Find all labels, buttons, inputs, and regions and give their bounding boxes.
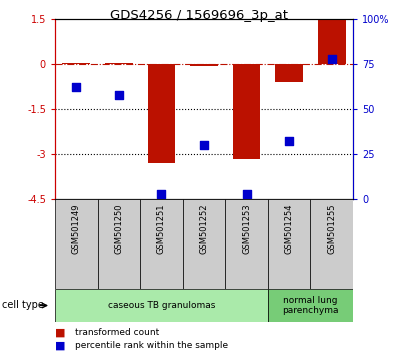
Bar bbox=[268, 199, 310, 289]
Text: GSM501252: GSM501252 bbox=[199, 204, 209, 254]
Text: GSM501255: GSM501255 bbox=[327, 204, 336, 254]
Point bbox=[244, 191, 250, 196]
Text: GSM501253: GSM501253 bbox=[242, 204, 251, 254]
Text: GSM501249: GSM501249 bbox=[72, 204, 81, 254]
Text: normal lung
parenchyma: normal lung parenchyma bbox=[282, 296, 339, 315]
Point bbox=[201, 142, 207, 148]
Bar bbox=[148, 64, 175, 163]
Text: GSM501254: GSM501254 bbox=[285, 204, 294, 254]
Bar bbox=[55, 199, 98, 289]
Text: GDS4256 / 1569696_3p_at: GDS4256 / 1569696_3p_at bbox=[110, 9, 288, 22]
Bar bbox=[233, 64, 260, 159]
Bar bbox=[190, 64, 218, 65]
Point bbox=[116, 92, 122, 97]
Text: GSM501250: GSM501250 bbox=[114, 204, 123, 254]
Point bbox=[328, 56, 335, 62]
Text: transformed count: transformed count bbox=[75, 328, 159, 337]
Text: percentile rank within the sample: percentile rank within the sample bbox=[75, 341, 228, 350]
Bar bbox=[62, 63, 90, 64]
Text: cell type: cell type bbox=[2, 301, 44, 310]
Text: GSM501251: GSM501251 bbox=[157, 204, 166, 254]
Bar bbox=[105, 63, 133, 64]
Point bbox=[286, 138, 292, 144]
Bar bbox=[98, 199, 140, 289]
Point bbox=[73, 85, 80, 90]
Bar bbox=[310, 199, 353, 289]
Bar bbox=[275, 64, 303, 82]
Bar bbox=[140, 199, 183, 289]
Bar bbox=[55, 289, 268, 322]
Bar bbox=[183, 199, 225, 289]
Bar bbox=[318, 19, 345, 64]
Bar bbox=[225, 199, 268, 289]
Bar bbox=[268, 289, 353, 322]
Text: caseous TB granulomas: caseous TB granulomas bbox=[108, 301, 215, 310]
Text: ■: ■ bbox=[55, 327, 66, 337]
Text: ■: ■ bbox=[55, 341, 66, 350]
Point bbox=[158, 191, 165, 196]
